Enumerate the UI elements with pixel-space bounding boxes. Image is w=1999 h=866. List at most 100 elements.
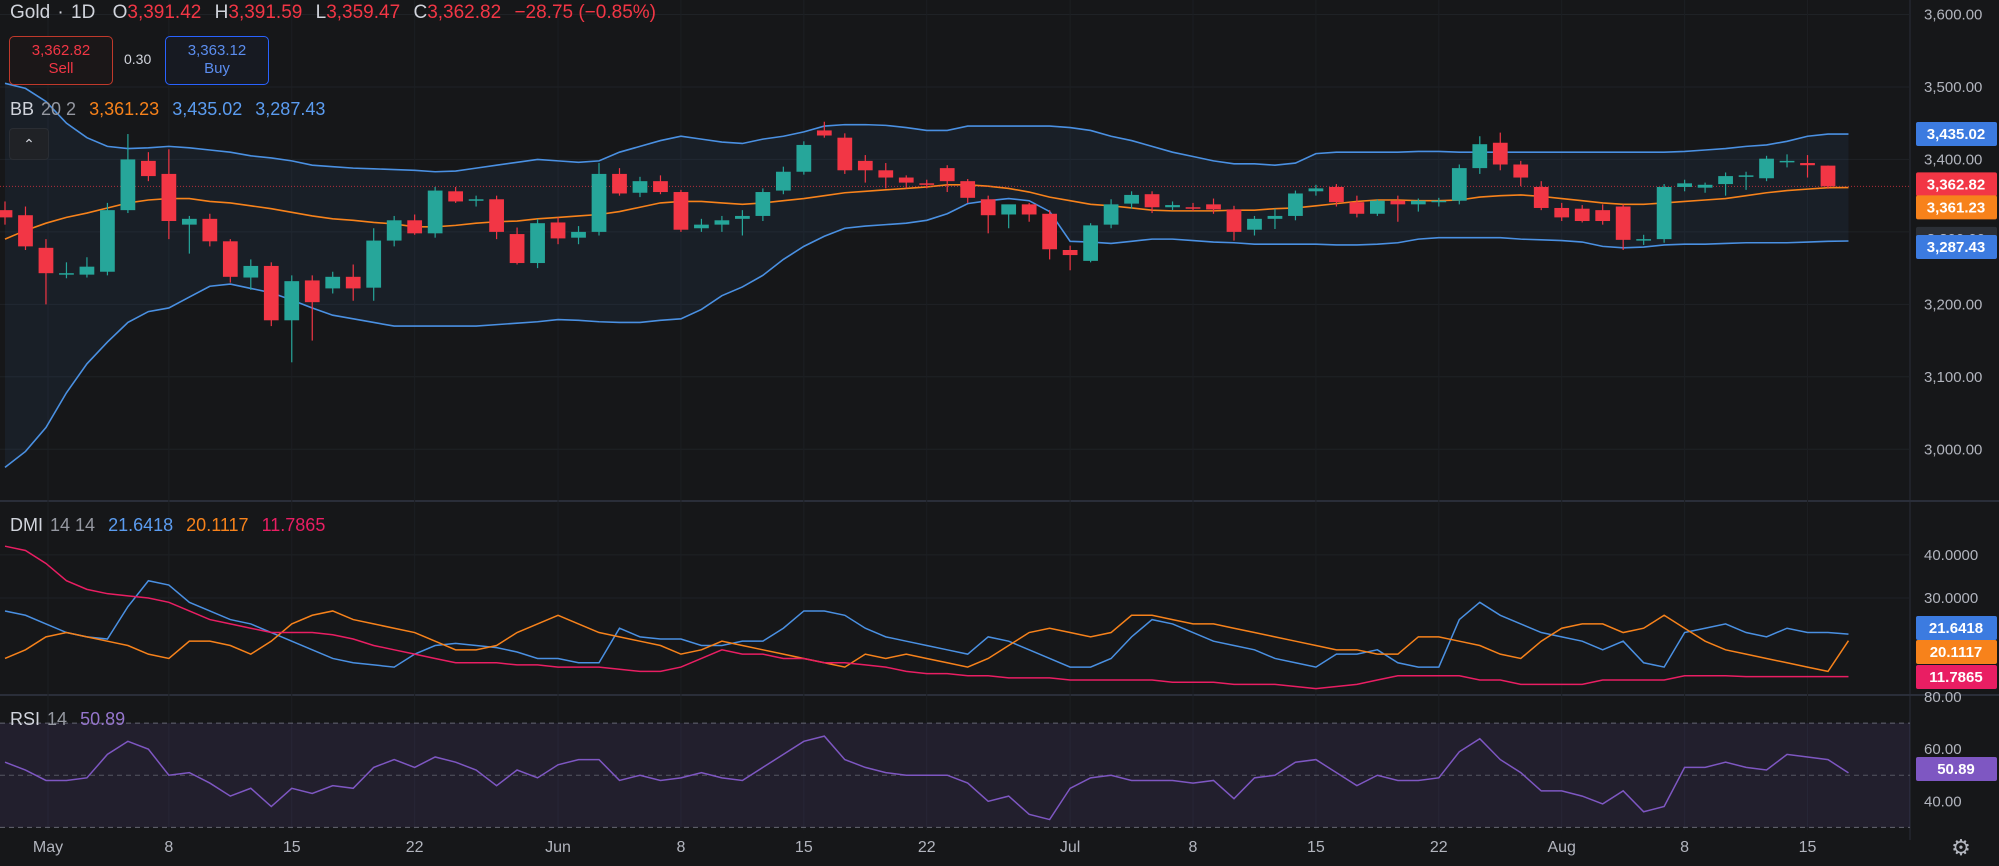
candle[interactable] <box>612 168 627 196</box>
gear-icon[interactable]: ⚙ <box>1951 835 1971 860</box>
candle[interactable] <box>1431 197 1447 207</box>
candle[interactable] <box>468 195 484 207</box>
candle[interactable] <box>571 226 586 245</box>
candle[interactable] <box>284 275 300 363</box>
candle[interactable] <box>714 215 730 232</box>
candle[interactable] <box>694 218 709 232</box>
candle[interactable] <box>775 166 791 195</box>
candle[interactable] <box>1329 184 1344 207</box>
candle[interactable] <box>1759 155 1774 182</box>
candle[interactable] <box>304 275 320 341</box>
candle[interactable] <box>530 218 545 269</box>
candle[interactable] <box>59 262 74 279</box>
candle[interactable] <box>407 214 423 235</box>
bb-legend[interactable]: BB 20 2 3,361.23 3,435.02 3,287.43 <box>10 98 327 120</box>
candle[interactable] <box>345 264 361 301</box>
candle[interactable] <box>550 217 566 245</box>
candle[interactable] <box>1390 195 1406 222</box>
candle[interactable] <box>386 215 402 247</box>
candle[interactable] <box>1369 199 1385 216</box>
candle[interactable] <box>960 178 976 203</box>
candle[interactable] <box>1718 172 1733 196</box>
candle[interactable] <box>1472 136 1488 174</box>
candle[interactable] <box>837 133 853 174</box>
candle[interactable] <box>1144 191 1160 214</box>
dmi-legend[interactable]: DMI 14 14 21.6418 20.1117 11.7865 <box>10 514 327 536</box>
candle[interactable] <box>100 202 115 276</box>
candle[interactable] <box>1554 202 1570 222</box>
candle[interactable] <box>796 141 812 175</box>
candle[interactable] <box>1697 182 1713 193</box>
candle[interactable] <box>509 227 525 265</box>
rsi-line[interactable] <box>4 735 1849 821</box>
dmi-minus-line[interactable] <box>4 545 1849 690</box>
rsi-legend[interactable]: RSI 14 50.89 <box>10 708 127 730</box>
candle[interactable] <box>1574 205 1590 223</box>
candle[interactable] <box>448 186 464 203</box>
candle[interactable] <box>919 179 935 189</box>
candle[interactable] <box>18 206 33 250</box>
candle[interactable] <box>1247 215 1262 236</box>
candle[interactable] <box>120 134 136 214</box>
candle[interactable] <box>222 239 238 283</box>
candle[interactable] <box>1513 160 1529 187</box>
candle[interactable] <box>1349 195 1365 218</box>
candle[interactable] <box>1042 210 1058 260</box>
candle[interactable] <box>366 228 382 301</box>
candle[interactable] <box>38 239 54 305</box>
candle[interactable] <box>1800 155 1815 178</box>
candle[interactable] <box>1185 202 1201 211</box>
symbol-name[interactable]: Gold <box>10 2 51 23</box>
candle[interactable] <box>263 262 279 327</box>
candle[interactable] <box>1308 184 1324 196</box>
candle[interactable] <box>202 213 218 247</box>
candle[interactable] <box>1636 234 1652 245</box>
candle[interactable] <box>79 257 95 278</box>
candle[interactable] <box>1001 204 1017 229</box>
candle[interactable] <box>161 149 177 240</box>
candle[interactable] <box>1124 191 1139 209</box>
candle[interactable] <box>1656 184 1672 243</box>
candle[interactable] <box>1410 198 1426 212</box>
candle[interactable] <box>325 271 341 294</box>
candle[interactable] <box>1288 190 1303 221</box>
candle[interactable] <box>0 201 13 225</box>
candle[interactable] <box>898 175 914 189</box>
candle[interactable] <box>1533 181 1549 211</box>
candle[interactable] <box>1738 171 1754 190</box>
candle[interactable] <box>939 165 955 193</box>
candle[interactable] <box>1083 223 1098 263</box>
candle[interactable] <box>1226 205 1242 241</box>
candle[interactable] <box>1062 245 1078 271</box>
candle[interactable] <box>1165 201 1180 211</box>
candle[interactable] <box>1492 132 1508 171</box>
candle[interactable] <box>878 163 894 189</box>
candle[interactable] <box>816 121 832 138</box>
candle[interactable] <box>857 155 873 183</box>
candle[interactable] <box>1103 199 1119 229</box>
sell-button[interactable]: 3,362.82 Sell <box>9 36 113 85</box>
candle[interactable] <box>632 176 648 198</box>
dmi-plus-line[interactable] <box>4 579 1849 668</box>
bb-upper-line[interactable] <box>4 82 1849 173</box>
candle[interactable] <box>1820 165 1836 189</box>
candle[interactable] <box>489 195 504 240</box>
candle[interactable] <box>591 163 607 236</box>
candle[interactable] <box>980 195 996 234</box>
candle[interactable] <box>1267 208 1283 229</box>
candle[interactable] <box>181 215 197 254</box>
candle[interactable] <box>653 175 668 195</box>
interval-label[interactable]: 1D <box>71 2 96 23</box>
candle[interactable] <box>1021 202 1037 222</box>
candle[interactable] <box>141 152 156 182</box>
candle[interactable] <box>1206 198 1221 214</box>
candle[interactable] <box>1677 179 1692 192</box>
candle[interactable] <box>1779 154 1795 168</box>
dmi-adx-line[interactable] <box>4 610 1850 673</box>
candle[interactable] <box>1451 164 1467 205</box>
candle[interactable] <box>243 259 259 290</box>
candle[interactable] <box>673 189 689 232</box>
candle[interactable] <box>1595 204 1611 225</box>
candle[interactable] <box>735 210 750 236</box>
